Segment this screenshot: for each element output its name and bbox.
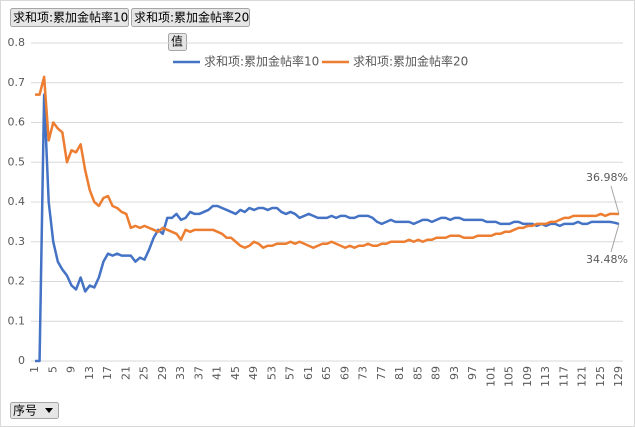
x-tick-label: 65 [320, 366, 333, 380]
legend-label: 求和项:累加金帖率20 [353, 54, 468, 69]
x-tick-label: 1 [28, 366, 41, 373]
values-button[interactable] [168, 33, 187, 51]
x-tick-label: 57 [284, 366, 297, 380]
x-tick-label: 13 [83, 366, 96, 380]
axis-button[interactable] [10, 402, 59, 419]
y-tick-label: 0.5 [8, 155, 26, 168]
x-tick-label: 85 [411, 366, 424, 380]
x-tick-label: 81 [393, 366, 406, 380]
x-tick-label: 73 [357, 366, 370, 380]
x-tick-label: 97 [466, 366, 479, 380]
x-tick-label: 109 [521, 366, 534, 387]
y-tick-label: 0.7 [8, 76, 26, 89]
x-tick-label: 77 [375, 366, 388, 380]
x-tick-label: 37 [192, 366, 205, 380]
x-tick-label: 9 [65, 366, 78, 373]
x-tick-label: 101 [484, 366, 497, 387]
x-tick-label: 69 [338, 366, 351, 380]
y-tick-label: 0.1 [8, 314, 26, 327]
x-tick-label: 129 [612, 366, 625, 387]
field-button-label: 求和项:累加金帖率20 [134, 10, 249, 25]
x-tick-label: 45 [229, 366, 242, 380]
data-label: 34.48% [586, 253, 628, 266]
y-tick-label: 0.6 [8, 116, 26, 129]
field-button-label: 求和项:累加金帖率10 [13, 10, 128, 25]
data-label: 36.98% [586, 171, 628, 184]
values-button-label: 值 [171, 34, 183, 49]
x-tick-label: 5 [46, 366, 59, 373]
y-tick-label: 0.3 [8, 235, 26, 248]
axis-button-label: 序号 [13, 403, 37, 418]
x-tick-label: 25 [138, 366, 151, 380]
x-tick-label: 17 [101, 366, 114, 380]
y-tick-label: 0.8 [8, 36, 26, 49]
x-tick-label: 117 [557, 366, 570, 387]
leader-line [610, 223, 620, 253]
y-tick-label: 0 [18, 354, 25, 367]
x-tick-label: 105 [503, 366, 516, 387]
x-tick-label: 121 [576, 366, 589, 387]
x-tick-label: 61 [302, 366, 315, 380]
series-line [35, 75, 620, 249]
series-line [35, 93, 620, 363]
x-tick-label: 49 [247, 366, 260, 380]
x-tick-label: 89 [430, 366, 443, 380]
x-tick-label: 113 [539, 366, 552, 387]
y-tick-label: 0.2 [8, 275, 26, 288]
dropdown-arrow [45, 408, 53, 413]
y-tick-label: 0.4 [8, 195, 26, 208]
x-tick-label: 29 [156, 366, 169, 380]
legend-label: 求和项:累加金帖率10 [204, 54, 319, 69]
field-button[interactable] [10, 8, 129, 27]
leader-line [610, 185, 620, 215]
x-tick-label: 93 [448, 366, 461, 380]
x-tick-label: 21 [119, 366, 132, 380]
field-button[interactable] [131, 8, 250, 27]
x-tick-label: 33 [174, 366, 187, 380]
x-tick-label: 53 [265, 366, 278, 380]
x-tick-label: 125 [594, 366, 607, 387]
x-tick-label: 41 [211, 366, 224, 380]
